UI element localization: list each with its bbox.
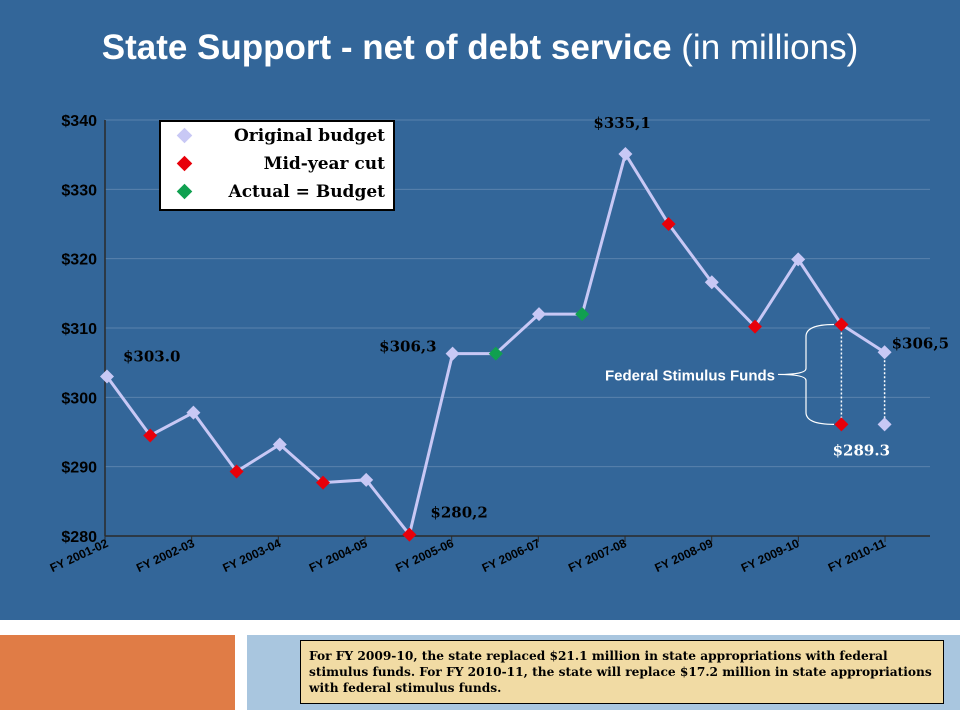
legend-item-actual-budget: Actual = Budget xyxy=(161,180,393,206)
data-point-original xyxy=(618,146,633,161)
stimulus-annotation: Federal Stimulus Funds xyxy=(605,367,775,384)
chart-legend: Original budget Mid-year cut Actual = Bu… xyxy=(159,120,395,211)
y-tick-label: $320 xyxy=(61,252,97,269)
footer-accent-orange xyxy=(0,635,235,710)
data-label: $306,3 xyxy=(379,338,436,356)
legend-label-mid-year-cut: Mid-year cut xyxy=(263,154,385,174)
page-title: State Support - net of debt service (in … xyxy=(0,28,960,68)
data-point-original xyxy=(791,252,806,267)
x-tick-label: FY 2002-03 xyxy=(134,536,197,575)
legend-label-actual-budget: Actual = Budget xyxy=(228,182,385,202)
legend-marker-original-budget xyxy=(176,127,193,144)
data-point-original xyxy=(445,346,460,361)
data-label: $289.3 xyxy=(833,441,890,459)
data-point-original xyxy=(100,369,114,384)
data-point-cut xyxy=(316,475,330,490)
y-tick-label: $340 xyxy=(61,113,97,130)
data-label: $303.0 xyxy=(123,348,180,366)
data-point-cut xyxy=(661,217,676,231)
legend-label-original-budget: Original budget xyxy=(233,126,385,146)
y-tick-label: $280 xyxy=(61,529,97,546)
y-tick-label: $330 xyxy=(61,182,97,199)
data-label: $335,1 xyxy=(593,114,650,132)
legend-item-original-budget: Original budget xyxy=(161,124,393,150)
data-point-cut xyxy=(402,527,417,542)
data-point-cut xyxy=(834,317,849,332)
legend-marker-actual-budget xyxy=(176,183,193,200)
data-point-actual xyxy=(575,307,590,322)
data-point-original xyxy=(272,437,287,452)
x-tick-label: FY 2009-10 xyxy=(739,536,802,575)
y-tick-label: $300 xyxy=(61,390,97,407)
data-point-cut xyxy=(143,428,158,443)
data-label: $306,5 xyxy=(892,334,949,352)
stimulus-point-cut xyxy=(834,417,849,432)
stimulus-brace xyxy=(777,323,835,425)
data-point-cut xyxy=(748,319,762,334)
data-point-original xyxy=(704,275,719,290)
y-tick-label: $290 xyxy=(61,460,97,477)
data-point-original xyxy=(359,472,374,487)
data-label: $280,2 xyxy=(430,504,487,522)
title-suffix: (in millions) xyxy=(681,28,859,67)
legend-marker-mid-year-cut xyxy=(176,155,193,172)
slide-background xyxy=(0,0,960,620)
data-point-original xyxy=(877,345,892,360)
title-main: State Support - net of debt service xyxy=(101,28,672,67)
x-tick-label: FY 2003-04 xyxy=(221,536,284,575)
x-tick-label: FY 2004-05 xyxy=(307,536,370,575)
data-point-cut xyxy=(229,464,244,479)
data-point-original xyxy=(186,405,201,420)
data-point-original xyxy=(532,307,546,322)
x-tick-label: FY 2005-06 xyxy=(393,536,456,575)
series-line xyxy=(105,150,886,538)
x-tick-label: FY 2008-09 xyxy=(653,536,716,575)
x-tick-label: FY 2010-11 xyxy=(826,536,888,575)
x-tick-label: FY 2006-07 xyxy=(480,536,543,575)
legend-item-mid-year-cut: Mid-year cut xyxy=(161,152,393,178)
x-tick-label: FY 2007-08 xyxy=(566,536,629,575)
footnote-box: For FY 2009-10, the state replaced $21.1… xyxy=(300,640,944,704)
stimulus-point-original xyxy=(877,417,892,432)
y-tick-label: $310 xyxy=(61,321,97,338)
data-point-actual xyxy=(488,346,503,361)
